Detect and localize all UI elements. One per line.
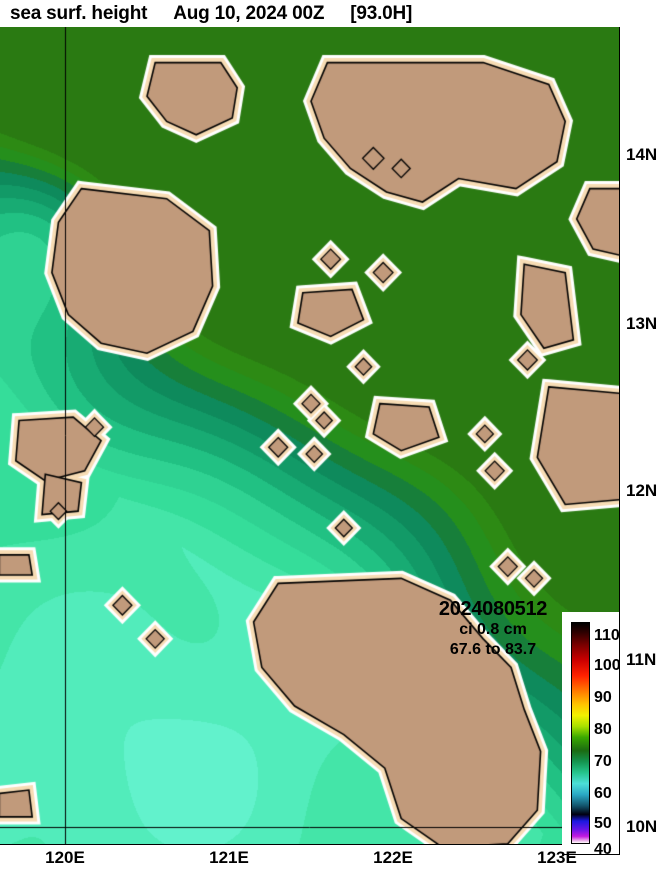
colorbar-tick-40: 40 — [594, 841, 612, 858]
title-date: Aug 10, 2024 00Z — [173, 2, 325, 24]
colorbar-tick-labels: 110 100 90 80 70 60 50 40 — [594, 622, 622, 858]
colorbar-tick-70: 70 — [594, 753, 612, 770]
colorbar-gradient — [571, 622, 590, 844]
title-bar: sea surf. height Aug 10, 2024 00Z [93.0H… — [0, 0, 668, 27]
y-axis-label-14n: 14N — [626, 145, 658, 164]
colorbar-tick-90: 90 — [594, 689, 612, 706]
colorbar-tick-110: 110 — [594, 627, 620, 644]
colorbar-tick-100: 100 — [594, 657, 621, 674]
x-axis-label-121e: 121E — [209, 848, 249, 867]
title-forecast-hour: [93.0H] — [350, 2, 413, 24]
colorbar-tick-50: 50 — [594, 815, 612, 832]
y-axis-label-13n: 13N — [626, 314, 658, 333]
colorbar-tick-80: 80 — [594, 721, 612, 738]
colorbar-panel: 110 100 90 80 70 60 50 40 — [562, 612, 622, 858]
x-axis-label-122e: 122E — [373, 848, 413, 867]
y-axis-label-11n: 11N — [626, 650, 657, 669]
x-axis-label-123e: 123E — [537, 848, 577, 867]
map-plot-area[interactable] — [0, 27, 620, 845]
sea-surface-height-field — [0, 27, 619, 844]
y-axis-label-12n: 12N — [626, 481, 658, 500]
y-axis-label-10n: 10N — [626, 817, 658, 836]
x-axis-label-120e: 120E — [45, 848, 85, 867]
title-variable: sea surf. height — [10, 2, 148, 24]
colorbar-tick-60: 60 — [594, 785, 612, 802]
